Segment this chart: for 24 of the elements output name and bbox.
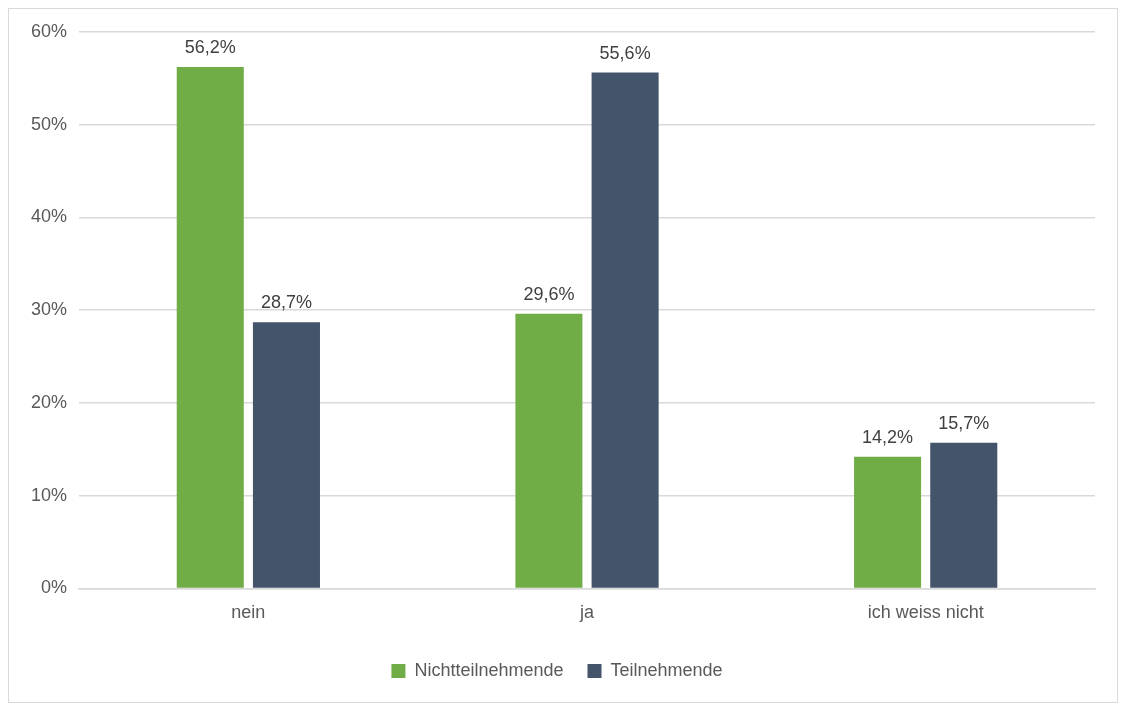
bar xyxy=(854,456,922,588)
y-tick-label: 50% xyxy=(31,113,68,134)
x-tick-label: ich weiss nicht xyxy=(867,602,984,623)
data-label: 28,7% xyxy=(260,292,312,313)
legend-label: Teilnehmende xyxy=(610,659,723,680)
y-tick-label: 60% xyxy=(31,20,68,41)
bar xyxy=(930,442,998,588)
data-label: 15,7% xyxy=(938,412,990,433)
y-tick-label: 30% xyxy=(31,299,68,320)
y-tick-label: 10% xyxy=(31,484,68,505)
bar xyxy=(591,72,659,588)
y-tick-label: 0% xyxy=(41,577,68,598)
bar xyxy=(515,313,583,588)
data-label: 29,6% xyxy=(523,283,575,304)
y-tick-label: 40% xyxy=(31,206,68,227)
bar xyxy=(176,67,244,588)
data-label: 14,2% xyxy=(862,426,914,447)
data-label: 56,2% xyxy=(184,37,236,58)
x-tick-label: ja xyxy=(579,602,595,623)
bar xyxy=(252,322,320,588)
x-tick-label: nein xyxy=(231,602,266,623)
data-label: 55,6% xyxy=(599,42,651,63)
legend-label: Nichtteilnehmende xyxy=(414,659,564,680)
y-tick-label: 20% xyxy=(31,391,68,412)
